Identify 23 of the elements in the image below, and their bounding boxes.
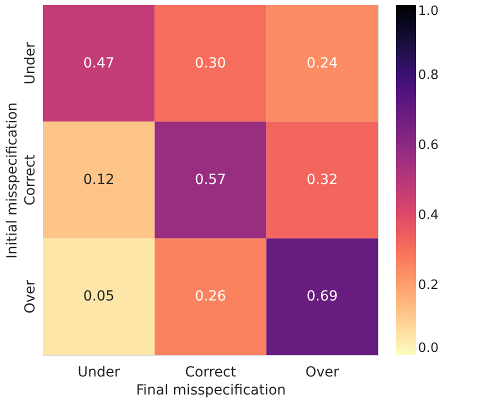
- color-bar-label: 0.2: [418, 278, 439, 293]
- data-label: 0.69: [306, 288, 338, 305]
- color-bar-label: 0.4: [418, 208, 439, 223]
- x-tick-label: Correct: [184, 364, 237, 380]
- y-tick-label: Correct: [22, 154, 38, 206]
- color-bar-label: 1.0: [418, 4, 439, 19]
- y-tick-label: Under: [22, 42, 38, 85]
- data-label: 0.32: [306, 172, 338, 188]
- y-tick-label: Over: [22, 280, 38, 314]
- data-label: 0.47: [83, 55, 114, 72]
- x-tick-label: Over: [305, 364, 340, 380]
- color-bar-label: 0.6: [418, 138, 439, 153]
- color-bar-label: 0.8: [418, 68, 439, 83]
- data-label: 0.57: [194, 172, 226, 188]
- data-label: 0.12: [83, 172, 114, 188]
- data-label: 0.30: [194, 55, 226, 72]
- y-axis-title: Initial misspecification: [4, 102, 20, 259]
- color-bar-label: 0.0: [418, 341, 439, 356]
- data-label: 0.26: [194, 288, 226, 305]
- data-label: 0.05: [83, 288, 114, 305]
- x-tick-label: Under: [78, 364, 120, 380]
- data-label: 0.24: [306, 55, 338, 72]
- x-axis-title: Final misspecification: [136, 382, 286, 398]
